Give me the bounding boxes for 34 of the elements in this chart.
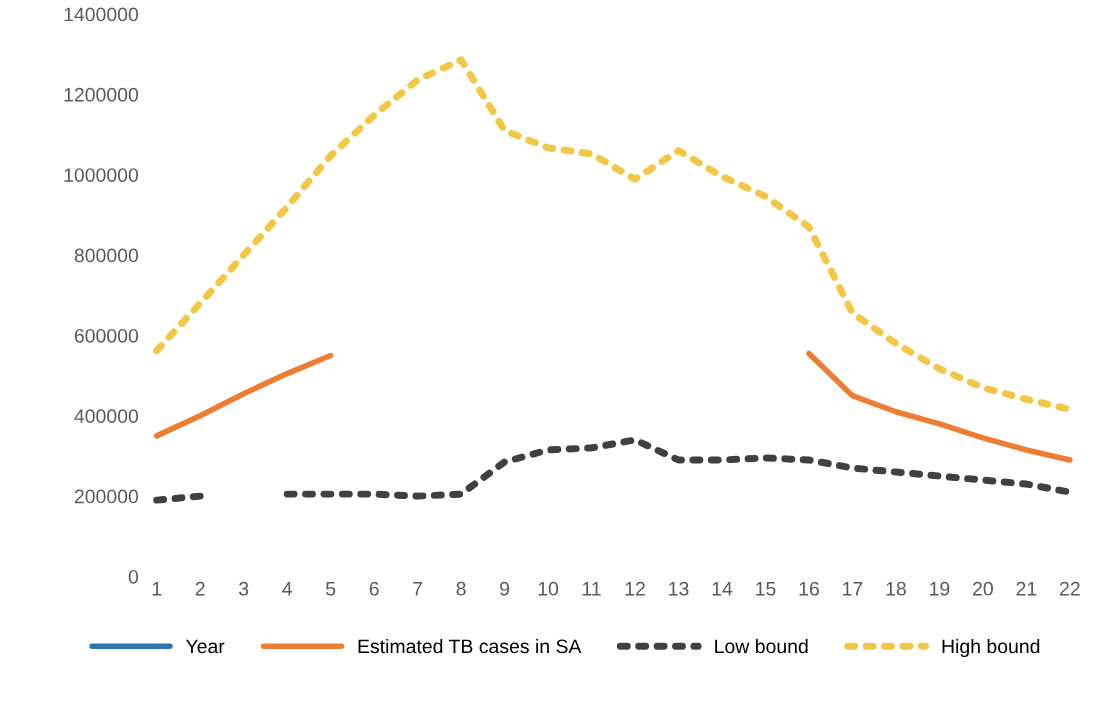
x-tick-label: 6 (369, 581, 379, 596)
x-tick-label: 1 (152, 582, 162, 596)
x-tick-label: 20 (973, 581, 993, 596)
x-tick-label: 17 (843, 582, 863, 596)
y-tick-label: 0 (128, 569, 139, 584)
x-tick-label: 16 (799, 581, 819, 596)
x-tick-label: 21 (1016, 581, 1037, 596)
x-tick-label: 9 (500, 581, 510, 596)
y-tick-label: 1200000 (64, 87, 139, 102)
legend-label: Low bound (715, 638, 808, 654)
x-tick-label: 22 (1060, 581, 1080, 596)
y-tick-label: 400000 (74, 409, 139, 424)
legend-label: Year (185, 639, 225, 654)
x-tick-label: 8 (456, 581, 466, 596)
x-tick-label: 5 (326, 582, 336, 596)
y-tick-label: 600000 (74, 328, 139, 343)
x-tick-label: 7 (413, 582, 423, 596)
y-tick-label: 200000 (74, 489, 139, 504)
x-tick-label: 12 (625, 581, 645, 596)
x-tick-label: 11 (582, 582, 601, 596)
x-tick-label: 19 (930, 581, 950, 596)
legend-label: Estimated TB cases in SA (358, 638, 582, 654)
y-tick-label: 1400000 (64, 7, 139, 22)
x-tick-label: 3 (239, 581, 249, 596)
x-tick-label: 2 (195, 581, 205, 596)
x-tick-label: 15 (756, 582, 776, 596)
x-tick-label: 18 (886, 581, 906, 596)
x-tick-label: 4 (282, 582, 292, 596)
x-tick-label: 10 (538, 581, 559, 596)
x-tick-label: 13 (669, 581, 689, 596)
y-tick-label: 800000 (74, 248, 139, 263)
x-tick-label: 14 (712, 582, 733, 596)
y-tick-label: 1000000 (64, 168, 139, 182)
legend-label: High bound (942, 638, 1040, 658)
